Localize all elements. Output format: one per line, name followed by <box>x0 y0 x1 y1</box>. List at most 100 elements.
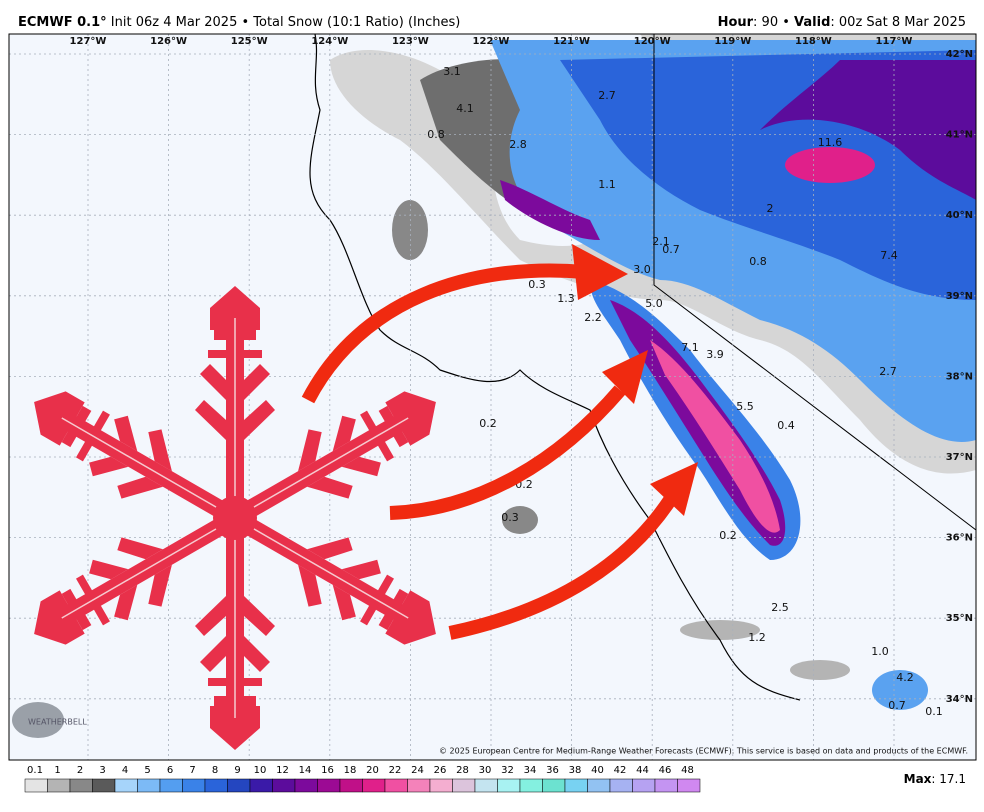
point-labels: 3.14.12.70.82.8 11.61.122.10.73.00.8 7.40.… <box>427 65 943 718</box>
point-label: 0.3 <box>501 511 519 524</box>
lon-label: 120°W <box>634 36 671 47</box>
point-label: 11.6 <box>818 136 843 149</box>
snow-gray <box>680 620 760 640</box>
legend-label: 1 <box>54 765 60 776</box>
lon-label: 125°W <box>231 36 268 47</box>
legend-swatch <box>317 778 341 793</box>
snow-pink <box>650 340 780 533</box>
legend-label: 34 <box>524 765 537 776</box>
header-left: ECMWF 0.1° Init 06z 4 Mar 2025 • Total S… <box>18 15 460 30</box>
legend: 0.1 1 2 3 4 5 6 7 8 9 10 12 14 16 18 20 22 24 26 28 30 32 34 36… <box>24 765 701 793</box>
lat-label: 35°N <box>946 613 973 624</box>
lon-label: 122°W <box>473 36 510 47</box>
legend-label: 44 <box>636 765 649 776</box>
graticule: 127°W 126°W 125°W 124°W 123°W 122°W 121°W 120°W… <box>9 34 976 760</box>
logo-mark <box>12 702 64 738</box>
map: 127°W 126°W 125°W 124°W 123°W 122°W 121°W 120°W… <box>9 34 976 760</box>
legend-swatch <box>474 778 498 793</box>
legend-label: 3 <box>99 765 105 776</box>
legend-swatch <box>632 778 656 793</box>
legend-swatch <box>227 778 251 793</box>
point-label: 1.2 <box>748 631 766 644</box>
legend-swatch <box>429 778 453 793</box>
point-label: 1.3 <box>557 292 575 305</box>
arrows <box>301 244 698 640</box>
legend-swatch <box>339 778 363 793</box>
legend-label: 46 <box>659 765 672 776</box>
max-label: Max <box>904 772 932 786</box>
copyright: © 2025 European Centre for Medium-Range … <box>439 747 968 756</box>
point-label: 5.0 <box>645 297 663 310</box>
point-label: 4.2 <box>896 671 914 684</box>
lat-label: 37°N <box>946 452 973 463</box>
hour-label: Hour <box>718 15 754 30</box>
snow-pink <box>785 147 875 183</box>
lat-label: 42°N <box>946 49 973 60</box>
legend-label: 48 <box>681 765 694 776</box>
map-frame <box>8 33 977 761</box>
point-label: 0.2 <box>479 417 497 430</box>
lon-label: 127°W <box>70 36 107 47</box>
point-label: 2.1 <box>652 235 670 248</box>
valid-label: Valid <box>794 15 830 30</box>
point-label: 0.2 <box>719 529 737 542</box>
arrow-head <box>650 462 698 516</box>
legend-swatch <box>114 778 138 793</box>
legend-swatch <box>564 778 588 793</box>
legend-swatch <box>677 778 701 793</box>
point-label: 2.5 <box>771 601 789 614</box>
legend-swatch <box>452 778 476 793</box>
snow-gray <box>790 660 850 680</box>
arrow-shaft <box>301 263 586 404</box>
point-label: 3.1 <box>443 65 461 78</box>
legend-swatch <box>497 778 521 793</box>
legend-label: 42 <box>614 765 627 776</box>
legend-swatch <box>47 778 71 793</box>
arrow-head <box>572 244 628 300</box>
legend-label: 40 <box>591 765 604 776</box>
legend-swatch <box>182 778 206 793</box>
legend-label: 20 <box>366 765 379 776</box>
lat-label: 38°N <box>946 371 973 382</box>
point-label: 0.7 <box>888 699 906 712</box>
valid-value: : 00z Sat 8 Mar 2025 <box>830 15 966 30</box>
snowflake <box>13 285 457 751</box>
legend-label: 2 <box>77 765 83 776</box>
lon-label: 123°W <box>392 36 429 47</box>
header-right: Hour: 90 • Valid: 00z Sat 8 Mar 2025 <box>718 15 966 30</box>
lon-label: 121°W <box>553 36 590 47</box>
legend-label: 22 <box>389 765 402 776</box>
arrow-shaft <box>389 385 626 520</box>
legend-swatch <box>609 778 633 793</box>
legend-label: 10 <box>254 765 267 776</box>
lat-label: 40°N <box>946 210 973 221</box>
legend-label: 16 <box>321 765 334 776</box>
snow-purple <box>760 60 976 200</box>
point-label: 7.4 <box>880 249 898 262</box>
legend-label: 8 <box>212 765 218 776</box>
point-label: 0.7 <box>662 243 680 256</box>
lat-label: 36°N <box>946 533 973 544</box>
lat-label: 41°N <box>946 130 973 141</box>
legend-label: 5 <box>144 765 150 776</box>
legend-label: 18 <box>344 765 357 776</box>
point-label: 0.3 <box>528 278 546 291</box>
legend-swatch <box>294 778 318 793</box>
lon-label: 126°W <box>150 36 187 47</box>
legend-swatch <box>654 778 678 793</box>
lon-label: 124°W <box>311 36 348 47</box>
snow-blue <box>872 670 928 710</box>
point-label: 4.1 <box>456 102 474 115</box>
legend-swatch <box>249 778 273 793</box>
legend-label: 4 <box>122 765 128 776</box>
state-border <box>653 34 976 531</box>
legend-swatch <box>92 778 116 793</box>
point-label: 1.1 <box>598 178 616 191</box>
legend-swatch <box>204 778 228 793</box>
lat-label: 39°N <box>946 291 973 302</box>
legend-label: 6 <box>167 765 173 776</box>
point-label: 1.0 <box>871 645 889 658</box>
point-label: 2.2 <box>584 311 602 324</box>
legend-swatch <box>519 778 543 793</box>
point-label: 2.7 <box>598 89 616 102</box>
